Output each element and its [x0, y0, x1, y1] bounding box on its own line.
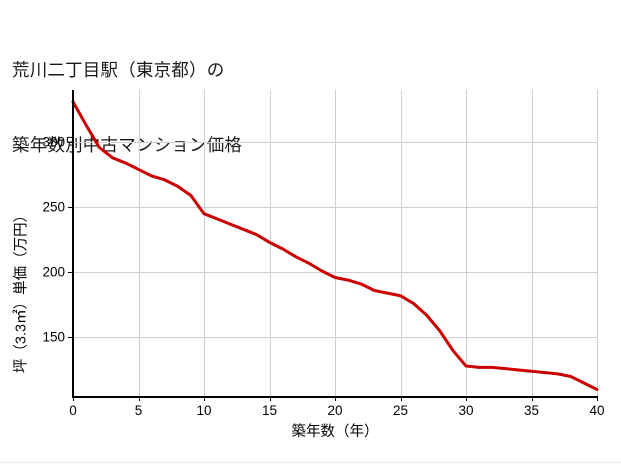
x-axis-tick-label: 15 [261, 403, 278, 418]
y-axis-spine [72, 90, 74, 396]
gridline-vertical [597, 90, 598, 396]
plot-area: 150 200 250 300 0 5 10 15 20 25 30 35 40 [42, 90, 605, 418]
x-axis-tick-label: 35 [523, 403, 540, 418]
x-axis-tick-label: 20 [327, 403, 343, 418]
gridline-vertical [204, 90, 205, 396]
x-axis-label: 築年数（年） [291, 424, 379, 440]
y-axis-label-wrapper: 坪（3.3㎡）単価（万円） [8, 90, 34, 396]
gridline-vertical [531, 90, 533, 396]
x-axis-tick [204, 396, 205, 401]
gridline-vertical [400, 90, 402, 396]
x-axis-spine [72, 396, 598, 398]
x-axis-tick-label: 0 [69, 403, 77, 418]
x-axis-tick-label: 5 [134, 403, 143, 418]
line-series-svg [71, 100, 599, 391]
y-axis-tick [68, 207, 73, 209]
x-axis-tick-label: 30 [458, 403, 474, 418]
x-axis-tick-label: 25 [392, 403, 409, 418]
x-axis-tick [400, 396, 402, 401]
x-axis-tick-label: 40 [589, 403, 605, 418]
x-axis-tick-label: 10 [196, 403, 212, 418]
y-axis-tick [68, 337, 73, 339]
y-axis-tick [68, 142, 73, 144]
gridline-vertical [335, 90, 336, 396]
x-axis-tick [531, 396, 533, 401]
x-axis-tick [335, 396, 336, 401]
x-axis-tick [269, 396, 271, 401]
gridline-vertical [138, 90, 140, 396]
x-axis-tick [597, 396, 598, 401]
x-axis-tick [138, 396, 140, 401]
y-axis-tick-label: 250 [42, 199, 65, 215]
y-axis-tick [68, 272, 73, 274]
y-axis-tick-label: 150 [42, 329, 65, 345]
x-axis-tick [73, 396, 74, 401]
chart-title-line-2: 築年数別中古マンション価格 [12, 135, 243, 155]
gridline-vertical [466, 90, 467, 396]
price-line-path [71, 100, 599, 391]
plot-gridlines: 150 200 250 300 0 5 10 15 20 25 30 35 40 [42, 90, 605, 418]
y-axis-label: 坪（3.3㎡）単価（万円） [13, 207, 30, 374]
chart-title: 荒川二丁目駅（東京都）の 築年数別中古マンション価格 [12, 8, 572, 208]
y-axis-tick-label: 300 [42, 134, 65, 150]
chart-title-line-1: 荒川二丁目駅（東京都）の [12, 60, 225, 80]
bottom-divider [0, 462, 621, 463]
x-axis-tick [466, 396, 467, 401]
y-axis-tick-label: 200 [42, 264, 65, 280]
